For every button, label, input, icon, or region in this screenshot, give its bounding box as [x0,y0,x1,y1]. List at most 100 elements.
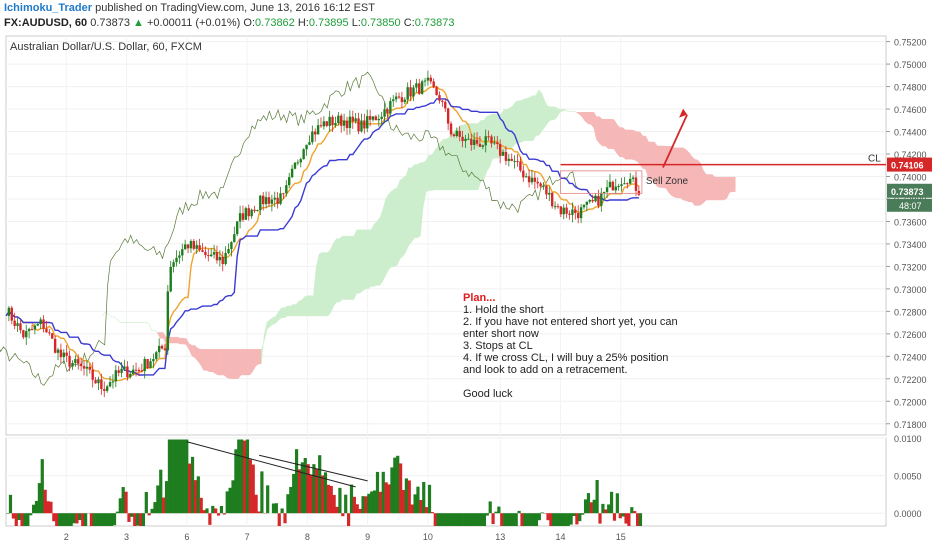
oscillator-bar [557,513,562,526]
candle-body [452,134,456,137]
oscillator-bar [638,513,643,526]
cloud-segment [411,163,415,243]
cloud-segment [480,120,485,182]
oscillator-bar [399,463,403,514]
candle-body [481,145,485,147]
oscillator-bar [150,508,154,514]
oscillator-bar [589,502,593,514]
y-tick-label: 0.74200 [894,150,927,160]
oscillator-bar [242,440,247,514]
cloud-segment [379,209,384,287]
chart-canvas[interactable]: 0.75200 0.75000 0.74800 0.74600 0.74400 0.742… [0,32,932,550]
oscillator-bar [294,449,299,514]
oscillator-bar [297,469,302,514]
oscillator-bar [6,513,10,514]
candle-body [331,116,334,126]
oscillator-bar [95,513,99,526]
oscillator-bar [320,475,325,514]
cloud-segment [168,336,173,344]
oscillator-bar [107,513,111,526]
candle-body [143,358,146,372]
candle-body [314,131,317,135]
osc-tick-label: 0.0100 [894,434,922,444]
publish-line: Ichimoku_Trader published on TradingView… [4,1,375,16]
cloud-segment [368,229,372,290]
tenkan-line [5,85,640,382]
cl-price-badge [887,157,932,172]
oscillator-bar [508,513,513,526]
candle-body [224,253,227,265]
oscillator-bar [497,506,501,514]
cloud-segment [633,130,638,162]
axes: 0.75200 0.75000 0.74800 0.74600 0.74400 0.742… [64,38,927,542]
oscillator-bar [341,513,345,517]
oscillator-bar [214,508,218,514]
cloud-segment [454,128,459,191]
candle-body [363,120,366,129]
oscillator-bar [344,494,348,514]
candle-body [140,370,144,372]
oscillator-bar [63,513,67,526]
cloud-segment [388,190,392,271]
cloud-segment [729,176,733,193]
candle-body [423,80,427,82]
x-tick-label: 15 [616,532,626,542]
oscillator-bar [37,483,41,514]
oscillator-bar [112,513,117,526]
cloud-segment [258,349,262,365]
candle-body [614,186,617,191]
candle-body [247,208,250,217]
oscillator-bar [193,480,198,514]
candle-body [519,161,522,171]
candle-body [637,190,641,195]
candle-body [510,158,513,161]
annotations: CL Sell Zone 0.74106 0.73873 48:07 [186,108,932,488]
oscillator-bar [211,505,215,514]
plan-title: Plan... [463,292,496,304]
candle-body [7,307,11,316]
cloud-segment [631,129,635,161]
cloud-segment [159,332,164,339]
cloud-segment [677,147,681,199]
oscillator-bar [627,513,631,526]
candle-body [522,170,525,178]
candle-body [351,116,354,122]
cloud-segment [688,151,693,203]
oscillator-bar [92,513,96,526]
y-tick-label: 0.75200 [894,38,927,48]
close-value: 0.73873 [414,17,455,29]
cloud-segment [370,224,375,287]
candle-body [48,332,51,334]
y-tick-label: 0.72400 [894,352,927,362]
cloud-segment [217,349,222,376]
candle-body [498,143,502,156]
cloud-segment [674,147,678,199]
oscillator-bar [309,474,313,514]
candle-body [386,109,389,114]
cloud-segment [553,106,557,121]
x-tick-label: 3 [124,532,129,542]
oscillator-bar [407,480,411,514]
oscillator-bar [468,513,472,526]
cloud-segment [477,119,482,190]
author-link[interactable]: Ichimoku_Trader [4,2,93,14]
oscillator-bar [635,513,640,526]
oscillator-bar [520,513,524,526]
oscillator-bar [245,439,250,514]
cloud-segment [547,105,551,124]
oscillator-bar [66,513,70,526]
oscillator-bar [240,439,244,514]
cloud-segment [336,238,340,303]
candle-body [582,204,586,208]
candle-body [299,159,302,163]
cloud-segment [500,108,505,158]
oscillator-bar [601,503,605,514]
publish-text: published on TradingView.com, June 13, 2… [95,2,375,14]
oscillator-bar [182,439,186,514]
cloud-segment [191,345,196,359]
candle-body [19,323,22,331]
candle-body [186,244,190,249]
cloud-segment [232,349,236,379]
oscillator-bar [147,513,151,516]
candle-body [94,379,97,384]
